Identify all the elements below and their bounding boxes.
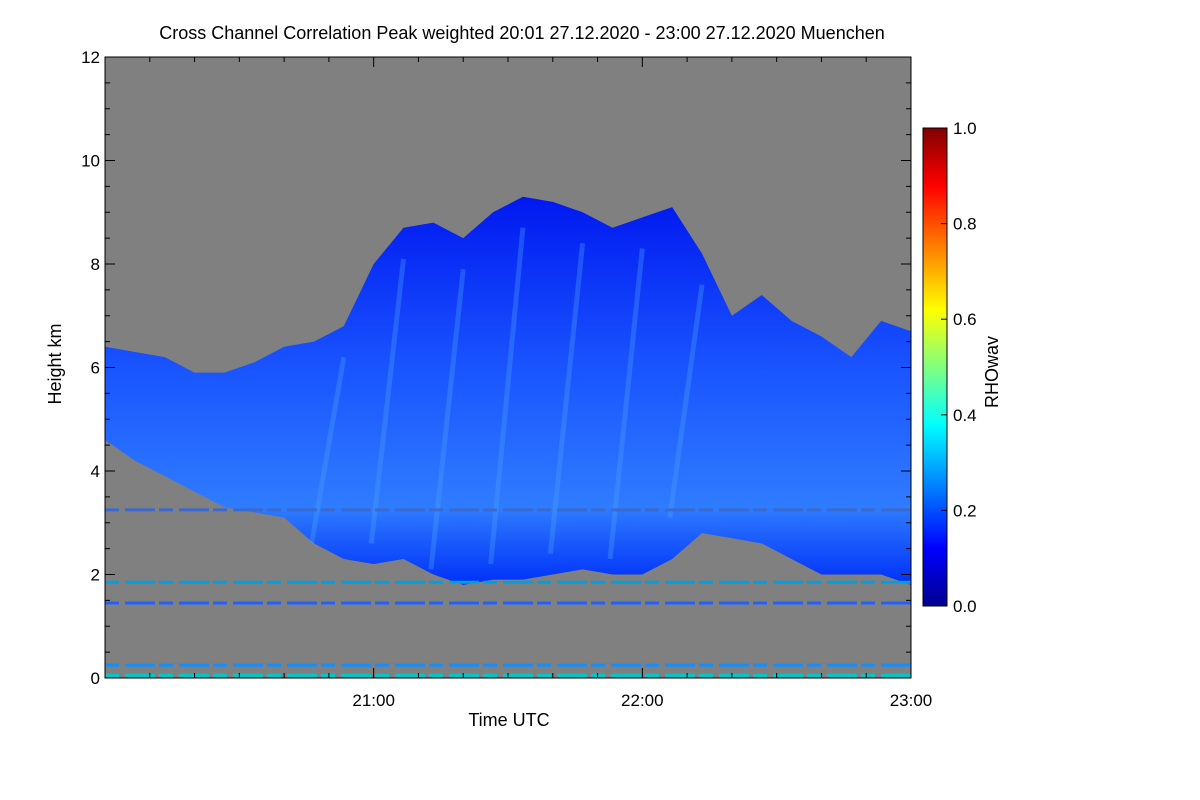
fall-streak [488,227,526,565]
colorbar-label: RHOwav [982,336,1002,408]
chart-title: Cross Channel Correlation Peak weighted … [159,23,885,43]
colorbar-tick-label: 0.0 [953,597,977,616]
colorbar-tick-label: 0.8 [953,215,977,234]
cloud-region [105,196,911,585]
y-tick-label: 0 [91,669,100,688]
fall-streak [607,248,645,560]
y-tick-label: 10 [81,152,100,171]
axes-layer: 0 2 4 6 8 10 12 21:00 22:00 23:00 [81,48,932,710]
plot-layer [105,196,911,677]
y-tick-label: 6 [91,359,100,378]
y-axis-label: Height km [45,323,65,404]
y-tick-label: 4 [91,462,100,481]
x-axis-label: Time UTC [468,710,549,730]
y-tick-label: 12 [81,48,100,67]
colorbar-tick-label: 1.0 [953,119,977,138]
x-tick-label: 21:00 [352,691,395,710]
fall-streak [428,268,466,570]
colorbar-ticks: 0.0 0.2 0.4 0.6 0.8 1.0 [941,119,977,616]
colorbar-tick-label: 0.6 [953,310,977,329]
x-tick-label: 23:00 [890,691,933,710]
fall-streak [547,243,586,555]
colorbar-tick-label: 0.4 [953,406,977,425]
y-tick-label: 2 [91,566,100,585]
colorbar-tick-label: 0.2 [953,501,977,520]
fall-streak [667,284,705,518]
y-tick-label: 8 [91,255,100,274]
colorbar [922,127,948,607]
fall-streak [368,258,407,544]
fall-streak [309,356,347,544]
x-tick-label: 22:00 [621,691,664,710]
